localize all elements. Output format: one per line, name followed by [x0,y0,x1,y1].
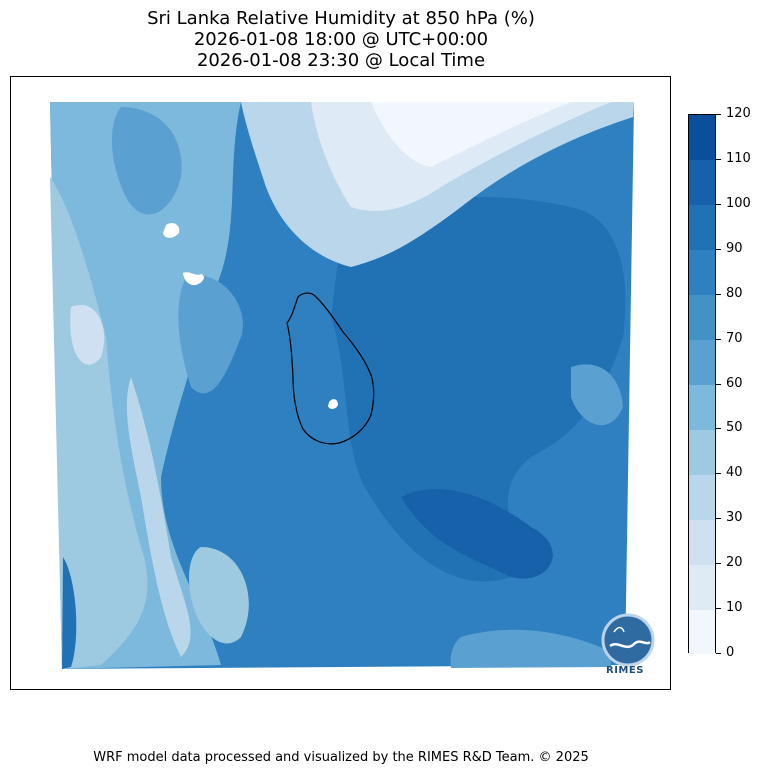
colorbar-tick [716,339,721,340]
map-title: Sri Lanka Relative Humidity at 850 hPa (… [0,8,682,71]
no-data-patch [183,272,204,286]
title-line-1: Sri Lanka Relative Humidity at 850 hPa (… [147,8,535,29]
patch-west-light [70,305,105,365]
colorbar-band [689,519,715,565]
colorbar-tick-label: 40 [726,465,743,480]
sri-lanka-outline [286,292,375,445]
colorbar-tick-label: 90 [726,241,743,256]
colorbar-band [689,474,715,520]
colorbar-tick [716,563,721,564]
colorbar-tick [716,473,721,474]
colorbar-tick [716,653,721,654]
rimes-logo [600,612,658,678]
moist-tongue-west [178,275,243,394]
colorbar-tick-label: 110 [726,151,751,166]
colorbar-band [689,609,715,655]
colorbar-band [689,564,715,610]
colorbar-tick-label: 60 [726,376,743,391]
no-data-patch [328,399,338,409]
title-line-2: 2026-01-08 18:00 @ UTC+00:00 [193,29,489,50]
colorbar-tick-label: 120 [726,106,751,121]
colorbar-tick [716,114,721,115]
colorbar-band [689,115,715,161]
colorbar-tick-label: 30 [726,510,743,525]
colorbar-band [689,204,715,251]
patch-southwest-light [189,547,249,644]
colorbar-tick [716,518,721,519]
humidity-core-east [331,197,626,582]
colorbar-tick [716,428,721,429]
colorbar-band [689,429,715,475]
colorbar-tick [716,384,721,385]
patch-south-light [450,629,611,668]
colorbar-tick [716,159,721,160]
colorbar-tick-label: 70 [726,331,743,346]
footer-credit: WRF model data processed and visualized … [93,750,589,765]
colorbar-tick [716,294,721,295]
dry-wedge-north-core [371,102,571,167]
title-line-3: 2026-01-08 23:30 @ Local Time [196,50,486,71]
colorbar-tick [716,608,721,609]
map-frame [10,76,671,690]
dry-strip [126,377,191,657]
colorbar-band [689,294,715,341]
colorbar-band [689,339,715,385]
logo-text: RIMES [606,665,644,676]
colorbar-tick-label: 100 [726,196,751,211]
patch-southwest-dark [62,557,77,669]
colorbar-tick-label: 20 [726,555,743,570]
dry-belt-west-inner [50,177,148,669]
humidity-core-south [401,488,553,579]
colorbar-band [689,384,715,430]
patch-northwest [111,107,182,215]
colorbar-tick [716,204,721,205]
patch-east-light [571,364,623,426]
colorbar [688,114,716,655]
colorbar-tick-label: 0 [726,645,735,660]
no-data-patch [163,222,180,238]
humidity-map [50,102,634,669]
colorbar-band [689,249,715,296]
colorbar-tick [716,249,721,250]
colorbar-tick-label: 50 [726,420,743,435]
colorbar-band [689,159,715,206]
colorbar-tick-label: 80 [726,286,743,301]
colorbar-tick-label: 10 [726,600,743,615]
